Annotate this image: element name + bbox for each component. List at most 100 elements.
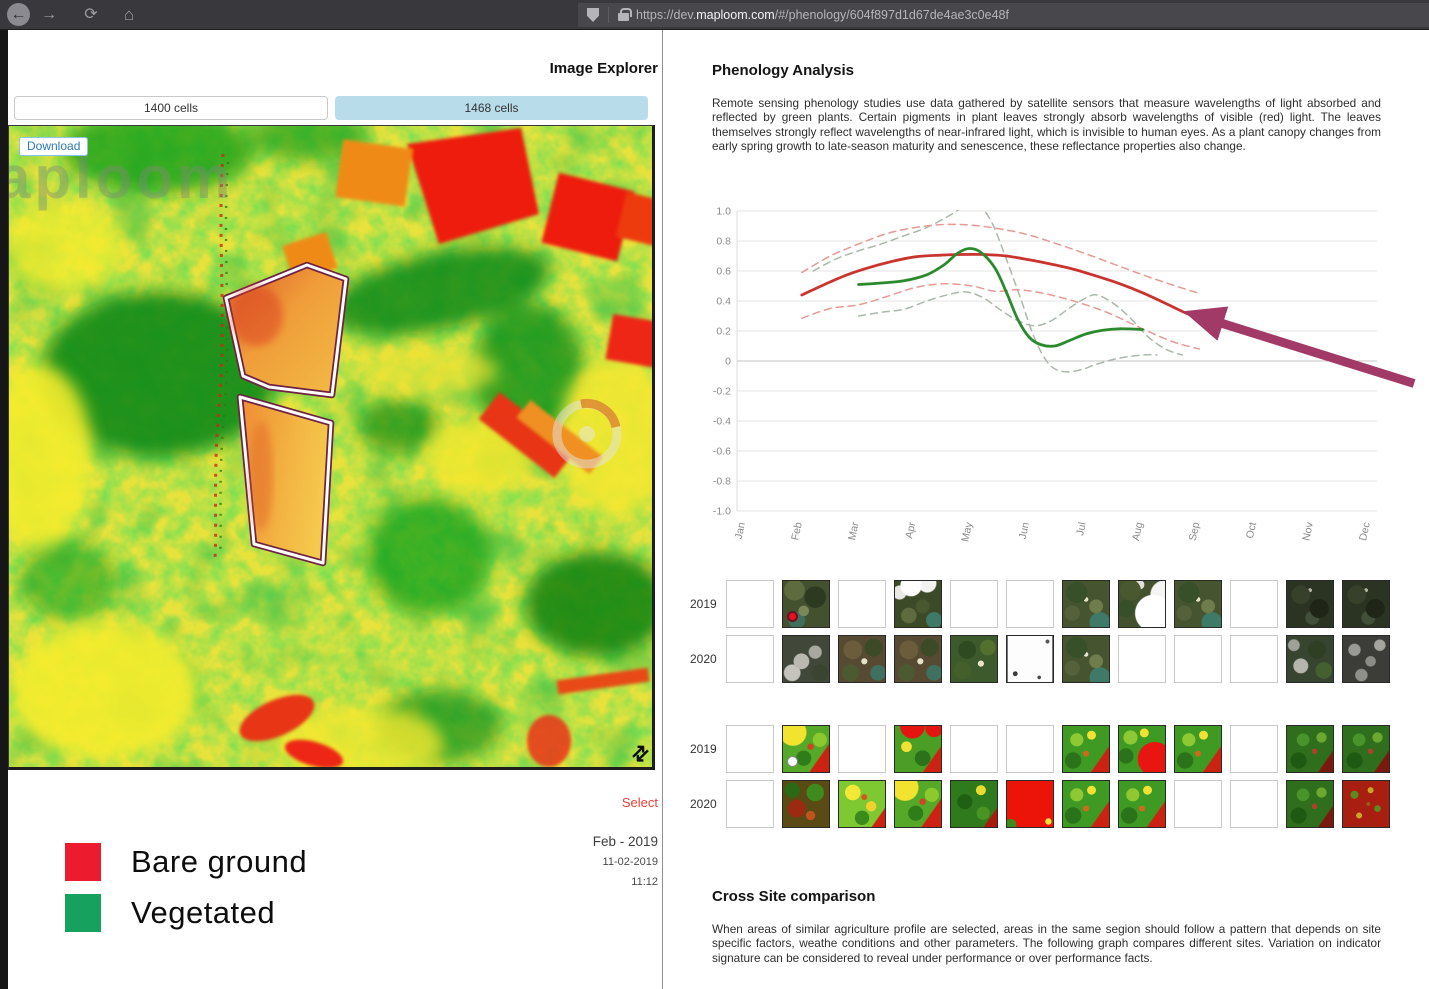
thumbnail-ndvi-2019-6 bbox=[1006, 725, 1054, 773]
year-label: 2020 bbox=[690, 652, 717, 666]
thumbnail-ndvi-2020-5[interactable] bbox=[950, 780, 998, 828]
thumbnail-sat-2020-10 bbox=[1230, 635, 1278, 683]
map-legend: Bare ground Vegetated bbox=[65, 843, 307, 945]
phenology-title: Phenology Analysis bbox=[712, 62, 854, 79]
thumbnail-ndvi-2020-6[interactable] bbox=[1006, 780, 1054, 828]
vegetated-swatch bbox=[65, 894, 101, 932]
thumbnail-sat-2019-8[interactable] bbox=[1118, 580, 1166, 628]
thumbnail-ndvi-2019-8[interactable] bbox=[1118, 725, 1166, 773]
x-tick-label: Jan bbox=[733, 521, 748, 540]
thumbnail-ndvi-2019-1 bbox=[726, 725, 774, 773]
year-label: 2019 bbox=[690, 742, 717, 756]
thumbnail-sat-2020-9 bbox=[1174, 635, 1222, 683]
phenology-intro-text: Remote sensing phenology studies use dat… bbox=[712, 96, 1381, 153]
thumbnail-ndvi-2020-11[interactable] bbox=[1286, 780, 1334, 828]
x-tick-label: Apr bbox=[903, 521, 918, 540]
thumbnail-ndvi-2019-7[interactable] bbox=[1062, 725, 1110, 773]
thumbnail-ndvi-2019-5 bbox=[950, 725, 998, 773]
browser-toolbar: ← → ⟳ ⌂ https://dev.maploom.com/#/phenol… bbox=[0, 0, 1429, 30]
thumbnail-ndvi-2019-2[interactable] bbox=[782, 725, 830, 773]
year-label: 2019 bbox=[690, 597, 717, 611]
bare-ground-swatch bbox=[65, 843, 101, 881]
thumb-row-ndvi-2020: 2020 bbox=[690, 780, 1390, 828]
back-button[interactable]: ← bbox=[7, 3, 30, 26]
thumbnail-ndvi-2020-8[interactable] bbox=[1118, 780, 1166, 828]
y-tick-label: -0.8 bbox=[713, 476, 731, 488]
window-edge bbox=[0, 30, 8, 989]
cells-1400-button[interactable]: 1400 cells bbox=[14, 96, 328, 120]
y-tick-label: 0.2 bbox=[716, 326, 731, 338]
ndvi-thumbnail-grid: 2019 2020 bbox=[690, 725, 1390, 835]
x-tick-label: Jul bbox=[1074, 521, 1089, 537]
x-tick-label: Aug bbox=[1130, 521, 1146, 542]
thumbnail-sat-2019-2[interactable] bbox=[782, 580, 830, 628]
thumbnail-sat-2020-8 bbox=[1118, 635, 1166, 683]
thumbnail-sat-2020-4[interactable] bbox=[894, 635, 942, 683]
thumbnail-sat-2019-9[interactable] bbox=[1174, 580, 1222, 628]
thumbnail-sat-2020-12[interactable] bbox=[1342, 635, 1390, 683]
x-tick-label: Oct bbox=[1244, 521, 1259, 540]
date-stack: Feb - 2019 11-02-2019 11:12 bbox=[593, 834, 658, 888]
cross-site-text: When areas of similar agriculture profil… bbox=[712, 922, 1381, 965]
thumbnail-ndvi-2020-12[interactable] bbox=[1342, 780, 1390, 828]
tracking-shield-icon[interactable] bbox=[587, 8, 599, 22]
download-button[interactable]: Download bbox=[19, 137, 89, 156]
thumbnail-sat-2020-11[interactable] bbox=[1286, 635, 1334, 683]
y-tick-label: -0.4 bbox=[713, 416, 731, 428]
series-green-mean bbox=[857, 247, 1144, 348]
x-tick-label: Mar bbox=[846, 521, 862, 542]
reload-button[interactable]: ⟳ bbox=[84, 5, 98, 23]
thumbnail-sat-2019-4[interactable] bbox=[894, 580, 942, 628]
thumbnail-ndvi-2020-3[interactable] bbox=[838, 780, 886, 828]
thumbnail-ndvi-2019-4[interactable] bbox=[894, 725, 942, 773]
thumbnail-ndvi-2019-9[interactable] bbox=[1174, 725, 1222, 773]
panel-title: Image Explorer bbox=[549, 60, 658, 77]
series-red-band-lower bbox=[801, 283, 1201, 350]
thumbnail-ndvi-2020-1 bbox=[726, 780, 774, 828]
y-tick-label: 0.8 bbox=[716, 236, 731, 248]
thumbnail-sat-2020-2[interactable] bbox=[782, 635, 830, 683]
series-green-band-lower bbox=[857, 291, 1184, 356]
forward-button[interactable]: → bbox=[41, 5, 57, 23]
y-tick-label: 0.4 bbox=[716, 296, 731, 308]
cells-1468-button[interactable]: 1468 cells bbox=[335, 96, 648, 120]
thumbnail-sat-2019-11[interactable] bbox=[1286, 580, 1334, 628]
thumbnail-ndvi-2020-7[interactable] bbox=[1062, 780, 1110, 828]
thumbnail-sat-2020-6[interactable] bbox=[1006, 635, 1054, 683]
thumbnail-ndvi-2019-3 bbox=[838, 725, 886, 773]
ndvi-raster: aploom bbox=[9, 126, 652, 767]
url-bar[interactable]: https://dev.maploom.com/#/phenology/604f… bbox=[578, 3, 1429, 27]
selected-field-lower bbox=[236, 393, 335, 567]
annotation-arrow bbox=[1183, 306, 1416, 388]
x-tick-label: Nov bbox=[1300, 520, 1316, 541]
thumbnail-sat-2020-3[interactable] bbox=[838, 635, 886, 683]
thumbnail-sat-2019-12[interactable] bbox=[1342, 580, 1390, 628]
thumbnail-ndvi-2020-10 bbox=[1230, 780, 1278, 828]
date-time: 11:12 bbox=[631, 876, 658, 888]
thumbnail-sat-2020-5[interactable] bbox=[950, 635, 998, 683]
thumbnail-ndvi-2019-10 bbox=[1230, 725, 1278, 773]
satellite-thumbnail-grid: 2019 2020 bbox=[690, 580, 1390, 690]
thumbnail-sat-2020-1 bbox=[726, 635, 774, 683]
y-tick-label: 1.0 bbox=[716, 206, 731, 218]
thumbnail-sat-2019-7[interactable] bbox=[1062, 580, 1110, 628]
thumbnail-sat-2019-3 bbox=[838, 580, 886, 628]
series-red-band-upper bbox=[801, 223, 1201, 295]
panel-divider bbox=[661, 30, 663, 989]
thumbnail-ndvi-2020-4[interactable] bbox=[894, 780, 942, 828]
ndvi-map[interactable]: Download ⇄ bbox=[8, 125, 655, 770]
lock-icon[interactable] bbox=[618, 8, 632, 21]
url-text: https://dev.maploom.com/#/phenology/604f… bbox=[636, 8, 1009, 22]
phenology-chart: 1.0 0.8 0.6 0.4 0.2 0 -0.2 -0.4 -0.6 -0.8 -1.0 Jan F… bbox=[705, 200, 1429, 550]
thumb-row-sat-2020: 2020 bbox=[690, 635, 1390, 683]
thumbnail-ndvi-2020-2[interactable] bbox=[782, 780, 830, 828]
home-button[interactable]: ⌂ bbox=[123, 4, 135, 24]
selected-field-upper bbox=[222, 261, 350, 399]
thumbnail-ndvi-2019-11[interactable] bbox=[1286, 725, 1334, 773]
y-tick-label: 0 bbox=[725, 356, 731, 368]
thumbnail-sat-2020-7[interactable] bbox=[1062, 635, 1110, 683]
select-link[interactable]: Select bbox=[621, 795, 658, 810]
date-month: Feb - 2019 bbox=[592, 834, 658, 849]
thumbnail-ndvi-2019-12[interactable] bbox=[1342, 725, 1390, 773]
